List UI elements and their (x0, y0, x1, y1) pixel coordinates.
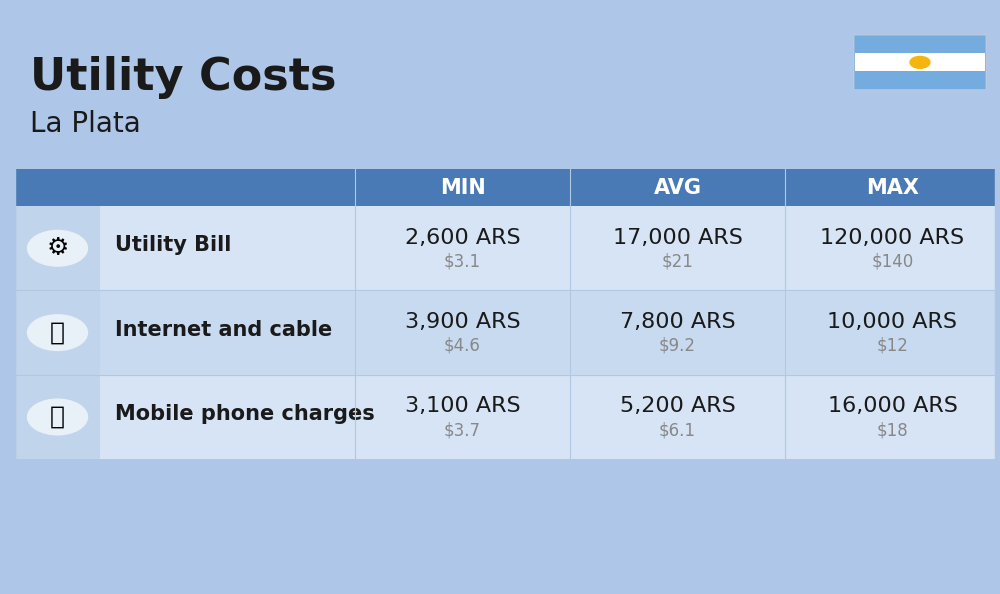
FancyBboxPatch shape (15, 290, 995, 375)
Text: Utility Costs: Utility Costs (30, 56, 336, 99)
Text: 3,900 ARS: 3,900 ARS (405, 312, 520, 332)
Text: $9.2: $9.2 (659, 337, 696, 355)
Text: 10,000 ARS: 10,000 ARS (827, 312, 957, 332)
Text: $12: $12 (877, 337, 908, 355)
Text: ⚙: ⚙ (46, 236, 69, 260)
Circle shape (27, 315, 88, 350)
Text: Utility Bill: Utility Bill (115, 235, 231, 255)
Text: $21: $21 (662, 252, 693, 270)
Text: MIN: MIN (440, 178, 485, 198)
FancyBboxPatch shape (15, 206, 995, 290)
Text: $3.7: $3.7 (444, 421, 481, 439)
Text: 16,000 ARS: 16,000 ARS (828, 396, 957, 416)
Text: $18: $18 (877, 421, 908, 439)
FancyBboxPatch shape (15, 206, 100, 290)
Text: AVG: AVG (654, 178, 702, 198)
FancyBboxPatch shape (15, 290, 100, 375)
Text: 3,100 ARS: 3,100 ARS (405, 396, 520, 416)
Bar (855, 53, 985, 71)
FancyBboxPatch shape (15, 169, 995, 206)
Text: $140: $140 (871, 252, 914, 270)
Text: MAX: MAX (866, 178, 919, 198)
Circle shape (27, 230, 88, 266)
Text: $6.1: $6.1 (659, 421, 696, 439)
Text: 120,000 ARS: 120,000 ARS (820, 228, 965, 248)
Text: $3.1: $3.1 (444, 252, 481, 270)
Text: 17,000 ARS: 17,000 ARS (613, 228, 742, 248)
Circle shape (910, 56, 930, 68)
Text: 📡: 📡 (50, 321, 65, 345)
FancyBboxPatch shape (15, 375, 995, 459)
Text: Mobile phone charges: Mobile phone charges (115, 404, 375, 424)
FancyBboxPatch shape (15, 375, 100, 459)
Text: La Plata: La Plata (30, 110, 141, 138)
Text: 7,800 ARS: 7,800 ARS (620, 312, 735, 332)
Text: 5,200 ARS: 5,200 ARS (620, 396, 735, 416)
Text: Internet and cable: Internet and cable (115, 320, 332, 340)
Text: $4.6: $4.6 (444, 337, 481, 355)
Text: 2,600 ARS: 2,600 ARS (405, 228, 520, 248)
Circle shape (27, 399, 88, 435)
FancyBboxPatch shape (854, 35, 986, 90)
Text: 📱: 📱 (50, 405, 65, 429)
